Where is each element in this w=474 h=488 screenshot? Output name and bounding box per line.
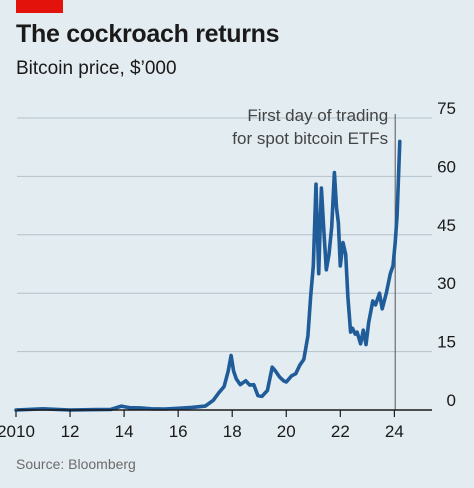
x-tick-label: 18: [223, 422, 242, 441]
price-line: [14, 139, 402, 412]
x-tick-label: 20: [277, 422, 296, 441]
y-tick-label: 15: [437, 333, 456, 352]
y-tick-label: 0: [447, 391, 456, 410]
x-tick-label: 2010: [0, 422, 35, 441]
annotation: First day of trading for spot bitcoin ETF…: [232, 106, 396, 410]
x-tick-label: 22: [331, 422, 350, 441]
chart-subtitle: Bitcoin price, $’000: [16, 58, 177, 79]
brand-tag: [16, 0, 63, 13]
x-tick-label: 12: [61, 422, 80, 441]
x-tick-label: 14: [115, 422, 134, 441]
axes: 0 15 30 45 60 75 2010 12 14 16 18 20 22 24: [0, 99, 456, 441]
annotation-text: for spot bitcoin ETFs: [232, 129, 388, 148]
x-tick-label: 16: [169, 422, 188, 441]
y-tick-label: 30: [437, 274, 456, 293]
source-note: Source: Bloomberg: [16, 456, 136, 472]
chart-title: The cockroach returns: [16, 20, 280, 48]
annotation-text: First day of trading: [247, 106, 388, 125]
y-tick-label: 60: [437, 157, 456, 176]
x-tick-label: 24: [385, 422, 404, 441]
series-layer: [14, 139, 402, 412]
gridlines: [17, 117, 432, 353]
y-tick-label: 75: [437, 99, 456, 118]
y-tick-label: 45: [437, 216, 456, 235]
